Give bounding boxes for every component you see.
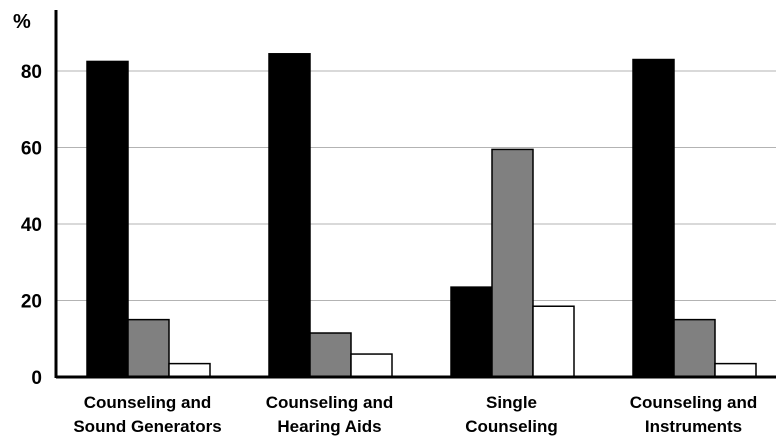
category-label: Instruments [645,417,742,436]
bar-series-1 [450,286,493,378]
y-tick-label: 60 [21,139,42,160]
category-label: Counseling and [630,393,758,412]
category-label: Counseling and [84,393,212,412]
category-label: Sound Generators [73,417,221,436]
y-tick-label: 0 [31,368,42,389]
bar-series-3 [532,305,575,378]
bar-series-1 [632,58,675,378]
category-labels: Counseling and Sound Generators Counseling… [73,393,757,436]
bar-series-1 [268,53,311,378]
y-tick-labels: 0 20 40 60 80 [21,62,42,389]
bar-series-2 [491,148,534,378]
bar-series-2 [127,318,170,378]
y-tick-label: 20 [21,292,42,313]
bars [86,53,757,378]
bar-series-2 [673,318,716,378]
bar-series-3 [714,362,757,378]
y-axis-unit-label: % [13,11,31,33]
category-label: Counseling [465,417,558,436]
bar-series-1 [86,60,129,378]
bar-series-2 [309,332,352,378]
category-label: Counseling and [266,393,394,412]
bar-series-3 [168,362,211,378]
y-tick-label: 40 [21,215,42,236]
bar-series-3 [350,353,393,378]
category-label: Hearing Aids [277,417,381,436]
axes [54,10,776,379]
category-label: Single [486,393,537,412]
y-tick-label: 80 [21,62,42,83]
